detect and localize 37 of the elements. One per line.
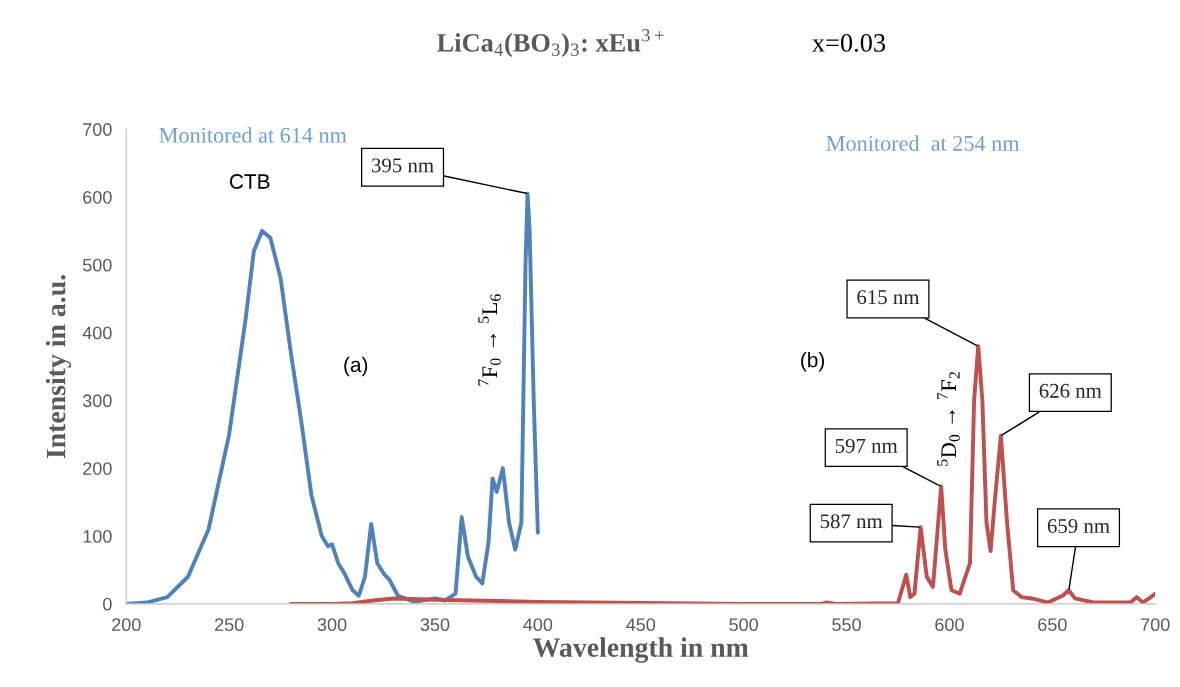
annotation: (a) (344, 356, 368, 377)
y-tick-label: 500 (82, 258, 112, 272)
annotation: $^{7}$F$_{0}$ → $^{5}$L$_{6}$ (478, 294, 501, 386)
annotation: 615 nm (857, 290, 920, 305)
x-tick-label: 450 (626, 618, 656, 632)
x-tick-label: 300 (317, 618, 347, 632)
y-tick-label: 600 (83, 190, 112, 204)
annotation: 597 nm (835, 438, 898, 453)
annotation: Monitored at 614 nm (159, 127, 347, 143)
annotation: (b) (801, 352, 825, 372)
x-tick-label: 550 (832, 618, 861, 632)
y-tick-label: 200 (83, 462, 112, 475)
y-tick-label: 100 (83, 529, 112, 543)
annotation: Monitored at 254 nm (826, 135, 1020, 151)
x-tick-label: 400 (523, 618, 553, 632)
annotation: CTB (229, 174, 270, 189)
x-tick-label: 200 (112, 618, 141, 632)
x-tick-label: 250 (215, 618, 244, 632)
y-tick-label: 300 (82, 394, 112, 408)
annotation: 659 nm (1047, 519, 1110, 534)
annotation: $^{5}$D$_{0}$ → $^{7}$F$_{2}$ (937, 372, 960, 466)
y-axis-title: Intensity in a.u. (45, 275, 72, 459)
x-tick-label: 500 (729, 618, 758, 632)
x-tick-label: 350 (420, 618, 450, 632)
x-tick-label: 650 (1038, 618, 1067, 632)
y-tick-label: 400 (82, 326, 112, 340)
annotation: 395 nm (372, 158, 434, 173)
line-series (126, 191, 540, 604)
chart-subtitle: x=0.03 (812, 33, 886, 52)
annotation: 587 nm (820, 514, 883, 529)
x-tick-label: 700 (1141, 618, 1170, 632)
x-axis-title: Wavelength in nm (533, 637, 749, 663)
chart-title: LiCa$_{4}$(BO$_{3}$)$_{3}$: xEu$^{3+}$ (437, 29, 664, 58)
x-tick-label: 600 (935, 618, 964, 632)
annotation: 626 nm (1039, 383, 1102, 398)
y-tick-label: 700 (83, 123, 112, 136)
y-tick-label: 0 (103, 597, 112, 611)
